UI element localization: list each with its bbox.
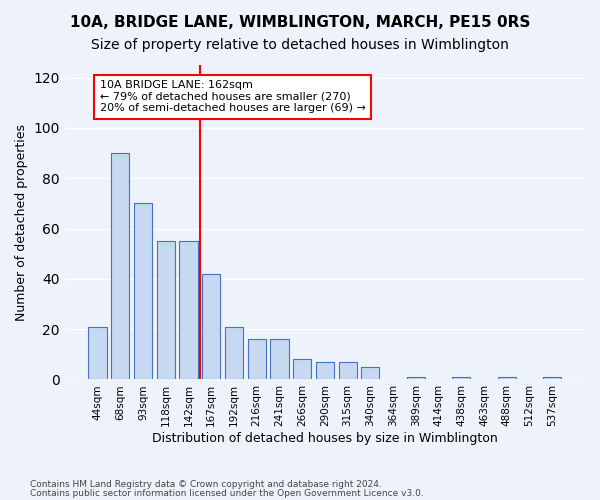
Text: Contains HM Land Registry data © Crown copyright and database right 2024.: Contains HM Land Registry data © Crown c… bbox=[30, 480, 382, 489]
Bar bbox=[338, 362, 357, 380]
Bar bbox=[271, 339, 289, 380]
Bar bbox=[157, 241, 175, 380]
Text: Size of property relative to detached houses in Wimblington: Size of property relative to detached ho… bbox=[91, 38, 509, 52]
Bar bbox=[497, 377, 516, 380]
Bar bbox=[543, 377, 562, 380]
Bar bbox=[452, 377, 470, 380]
Text: Contains public sector information licensed under the Open Government Licence v3: Contains public sector information licen… bbox=[30, 489, 424, 498]
Text: 10A BRIDGE LANE: 162sqm
← 79% of detached houses are smaller (270)
20% of semi-d: 10A BRIDGE LANE: 162sqm ← 79% of detache… bbox=[100, 80, 365, 114]
Bar bbox=[225, 326, 243, 380]
Bar bbox=[202, 274, 220, 380]
Bar bbox=[293, 360, 311, 380]
Text: 10A, BRIDGE LANE, WIMBLINGTON, MARCH, PE15 0RS: 10A, BRIDGE LANE, WIMBLINGTON, MARCH, PE… bbox=[70, 15, 530, 30]
Bar bbox=[88, 326, 107, 380]
Bar bbox=[111, 153, 130, 380]
Bar bbox=[248, 339, 266, 380]
Bar bbox=[134, 204, 152, 380]
Bar bbox=[361, 367, 379, 380]
Y-axis label: Number of detached properties: Number of detached properties bbox=[15, 124, 28, 320]
Bar bbox=[407, 377, 425, 380]
X-axis label: Distribution of detached houses by size in Wimblington: Distribution of detached houses by size … bbox=[152, 432, 498, 445]
Bar bbox=[179, 241, 197, 380]
Bar bbox=[316, 362, 334, 380]
